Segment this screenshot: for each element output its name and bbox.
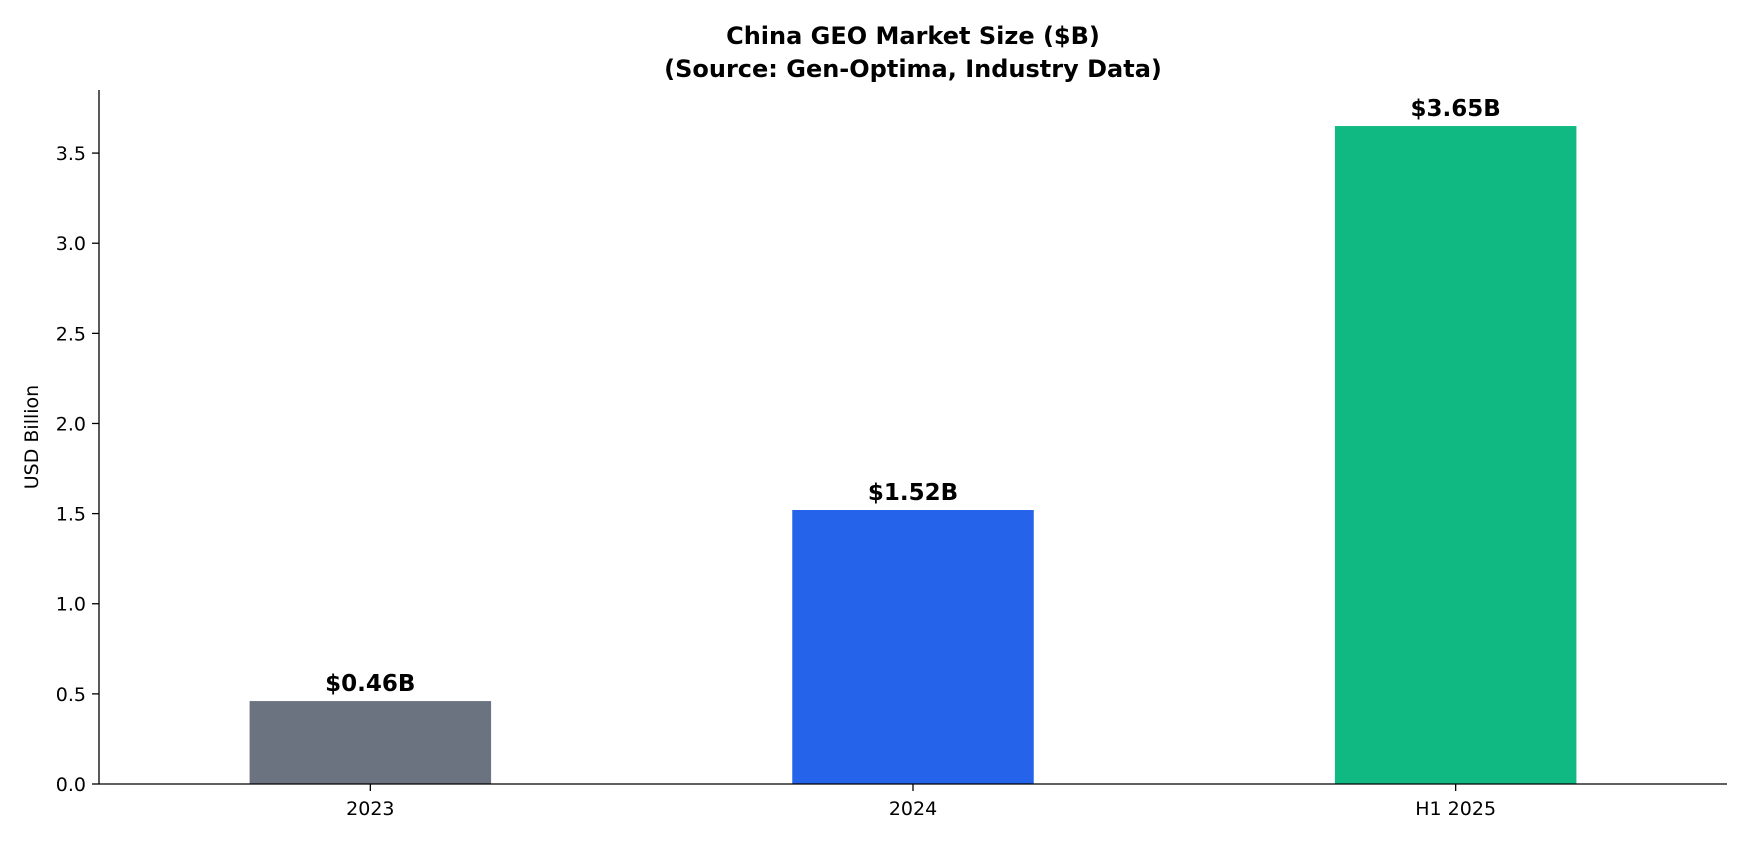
x-tick-label: 2023 (346, 798, 394, 820)
data-label-2023: $0.46B (325, 671, 415, 697)
bar-2023 (249, 701, 492, 784)
y-tick-label: 1.0 (56, 594, 86, 616)
bar-h1-2025 (1334, 126, 1577, 785)
x-tick-label: 2024 (889, 798, 937, 820)
x-tick-label: H1 2025 (1415, 798, 1496, 820)
x-axis: 2023 2024 H1 2025 (99, 783, 1727, 820)
y-tick-label: 0.5 (56, 684, 86, 706)
y-tick-label: 1.5 (56, 504, 86, 526)
data-label-2024: $1.52B (868, 480, 958, 506)
chart-title: China GEO Market Size ($B) (726, 22, 1100, 50)
chart-subtitle: (Source: Gen-Optima, Industry Data) (664, 55, 1162, 83)
bars-layer (249, 126, 1577, 785)
y-tick-label: 3.0 (56, 233, 86, 255)
y-tick-label: 3.5 (56, 143, 86, 165)
y-axis-label: USD Billion (21, 385, 43, 489)
y-axis: 0.0 0.5 1.0 1.5 2.0 2.5 3.0 3.5 (56, 90, 100, 796)
y-tick-label: 0.0 (56, 774, 86, 796)
bar-2024 (792, 510, 1034, 784)
data-label-h1-2025: $3.65B (1411, 96, 1501, 122)
data-labels-layer: $0.46B $1.52B $3.65B (325, 96, 1501, 697)
y-tick-label: 2.0 (56, 413, 86, 435)
y-tick-label: 2.5 (56, 323, 86, 345)
